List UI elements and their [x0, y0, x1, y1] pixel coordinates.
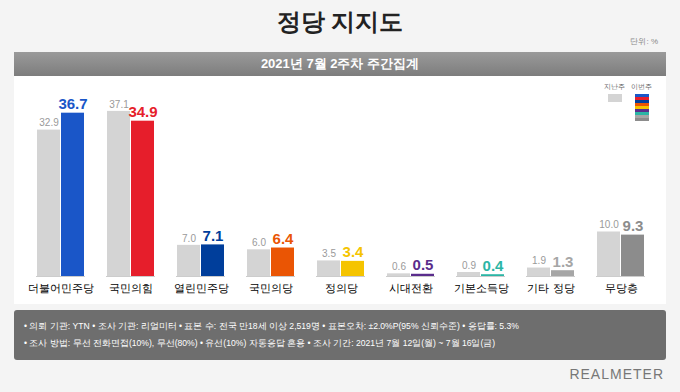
- html-text:단위: %: 단위: %: [630, 37, 658, 46]
- svg-text:3.4: 3.4: [343, 243, 365, 260]
- svg-text:무당층: 무당층: [605, 282, 638, 294]
- svg-text:7.1: 7.1: [203, 227, 224, 244]
- svg-text:시대전환: 시대전환: [389, 282, 433, 294]
- svg-text:더불어민주당: 더불어민주당: [28, 282, 94, 294]
- svg-text:9.3: 9.3: [623, 217, 644, 234]
- svg-text:기타 정당: 기타 정당: [527, 282, 574, 294]
- svg-text:정의당: 정의당: [325, 282, 358, 294]
- html-text:REALMETER: REALMETER: [569, 366, 664, 382]
- svg-text:7.0: 7.0: [182, 233, 196, 244]
- svg-text:36.7: 36.7: [58, 95, 87, 112]
- svg-text:국민의힘: 국민의힘: [109, 282, 153, 294]
- svg-text:열린민주당: 열린민주당: [174, 282, 229, 294]
- svg-text:국민의당: 국민의당: [249, 282, 293, 294]
- svg-text:0.9: 0.9: [462, 260, 476, 271]
- svg-text:0.5: 0.5: [413, 256, 434, 273]
- svg-text:3.5: 3.5: [322, 248, 336, 259]
- svg-text:0.4: 0.4: [483, 257, 505, 274]
- html-text:이번주: 이번주: [631, 83, 652, 90]
- svg-text:10.0: 10.0: [599, 219, 619, 230]
- svg-text:1.3: 1.3: [553, 253, 574, 270]
- svg-text:기본소득당: 기본소득당: [454, 282, 509, 294]
- svg-text:37.1: 37.1: [109, 99, 129, 110]
- html-text:• 조사 방법: 무선 전화면접(10%), 무선(80%): • 조사 방법: 무선 전화면접(10%), 무선(80%) • 유선(10%)…: [24, 338, 496, 348]
- svg-text:34.9: 34.9: [128, 103, 157, 120]
- svg-text:32.9: 32.9: [39, 117, 59, 128]
- html-text:2021년 7월 2주차 주간집계: 2021년 7월 2주차 주간집계: [260, 56, 420, 71]
- html-text:• 의뢰 기관: YTN • 조사 기관: 리얼미터 • 표: • 의뢰 기관: YTN • 조사 기관: 리얼미터 • 표본 수: 전국 만1…: [24, 321, 519, 331]
- svg-text:0.6: 0.6: [392, 261, 406, 272]
- svg-text:6.4: 6.4: [273, 230, 295, 247]
- html-text:정당 지지도: 정당 지지도: [276, 8, 404, 35]
- svg-text:1.9: 1.9: [532, 255, 546, 266]
- html-text:지난주: 지난주: [604, 83, 625, 90]
- svg-text:6.0: 6.0: [252, 237, 266, 248]
